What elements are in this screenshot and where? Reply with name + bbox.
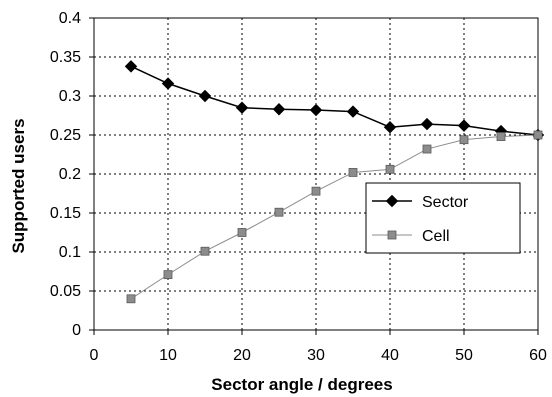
y-tick-label: 0.3 — [59, 88, 81, 105]
y-tick-label: 0.2 — [59, 166, 81, 183]
data-point-cell — [348, 168, 358, 177]
data-point-sector — [198, 89, 212, 103]
legend-marker-shape — [387, 230, 397, 240]
data-point-cell — [237, 228, 247, 237]
data-point-cell — [126, 294, 136, 304]
axis-ticks: 0 10 20 30 40 50 60 0 0.05 0.1 0.15 0.2 0.25 0.3 0.35 0… — [50, 10, 547, 364]
data-point-cell — [422, 144, 432, 154]
legend-box — [365, 182, 521, 254]
series-line-sector — [130, 65, 539, 136]
x-axis-title: Sector angle / degrees — [211, 375, 392, 394]
y-tick-label: 0.25 — [50, 127, 81, 144]
data-point-sector — [457, 119, 471, 132]
x-tick-label: 40 — [381, 347, 399, 364]
series-line-cell — [130, 134, 539, 300]
legend-label-sector: Sector — [422, 194, 469, 211]
x-tick-label: 30 — [307, 347, 325, 364]
data-point-cell — [311, 186, 321, 196]
data-point-cell — [274, 207, 284, 217]
data-point-sector — [272, 103, 286, 116]
y-tick-label: 0.4 — [59, 10, 81, 27]
data-point-sector — [161, 77, 175, 90]
data-point-cell — [200, 246, 210, 256]
data-point-sector — [309, 103, 323, 117]
y-tick-label: 0 — [72, 322, 81, 339]
y-tick-label: 0.15 — [50, 205, 81, 222]
legend-marker-cell — [387, 230, 397, 240]
data-point-cell — [496, 132, 506, 141]
y-axis-title: Supported users — [9, 118, 28, 253]
grid — [94, 18, 538, 330]
data-point-cell — [385, 164, 395, 174]
data-point-sector — [420, 117, 434, 131]
legend-label-cell: Cell — [422, 228, 450, 245]
y-tick-label: 0.05 — [50, 283, 81, 300]
data-point-sector — [124, 60, 138, 73]
x-tick-label: 50 — [455, 347, 473, 364]
data-point-cell — [163, 270, 173, 280]
legend-marker-sector — [385, 194, 399, 208]
data-point-sector — [383, 120, 397, 134]
x-tick-label: 60 — [529, 347, 547, 364]
x-tick-label: 0 — [90, 347, 99, 364]
y-tick-label: 0.1 — [59, 244, 81, 261]
data-point-cell — [459, 135, 469, 145]
y-tick-label: 0.35 — [50, 49, 81, 66]
data-point-cell — [533, 130, 543, 140]
x-tick-label: 10 — [159, 347, 177, 364]
legend-marker-shape — [385, 194, 399, 208]
data-point-sector — [235, 101, 249, 114]
x-tick-label: 20 — [233, 347, 251, 364]
data-point-sector — [346, 105, 360, 118]
legend: Sector Cell — [365, 182, 521, 254]
series-group — [124, 60, 545, 304]
